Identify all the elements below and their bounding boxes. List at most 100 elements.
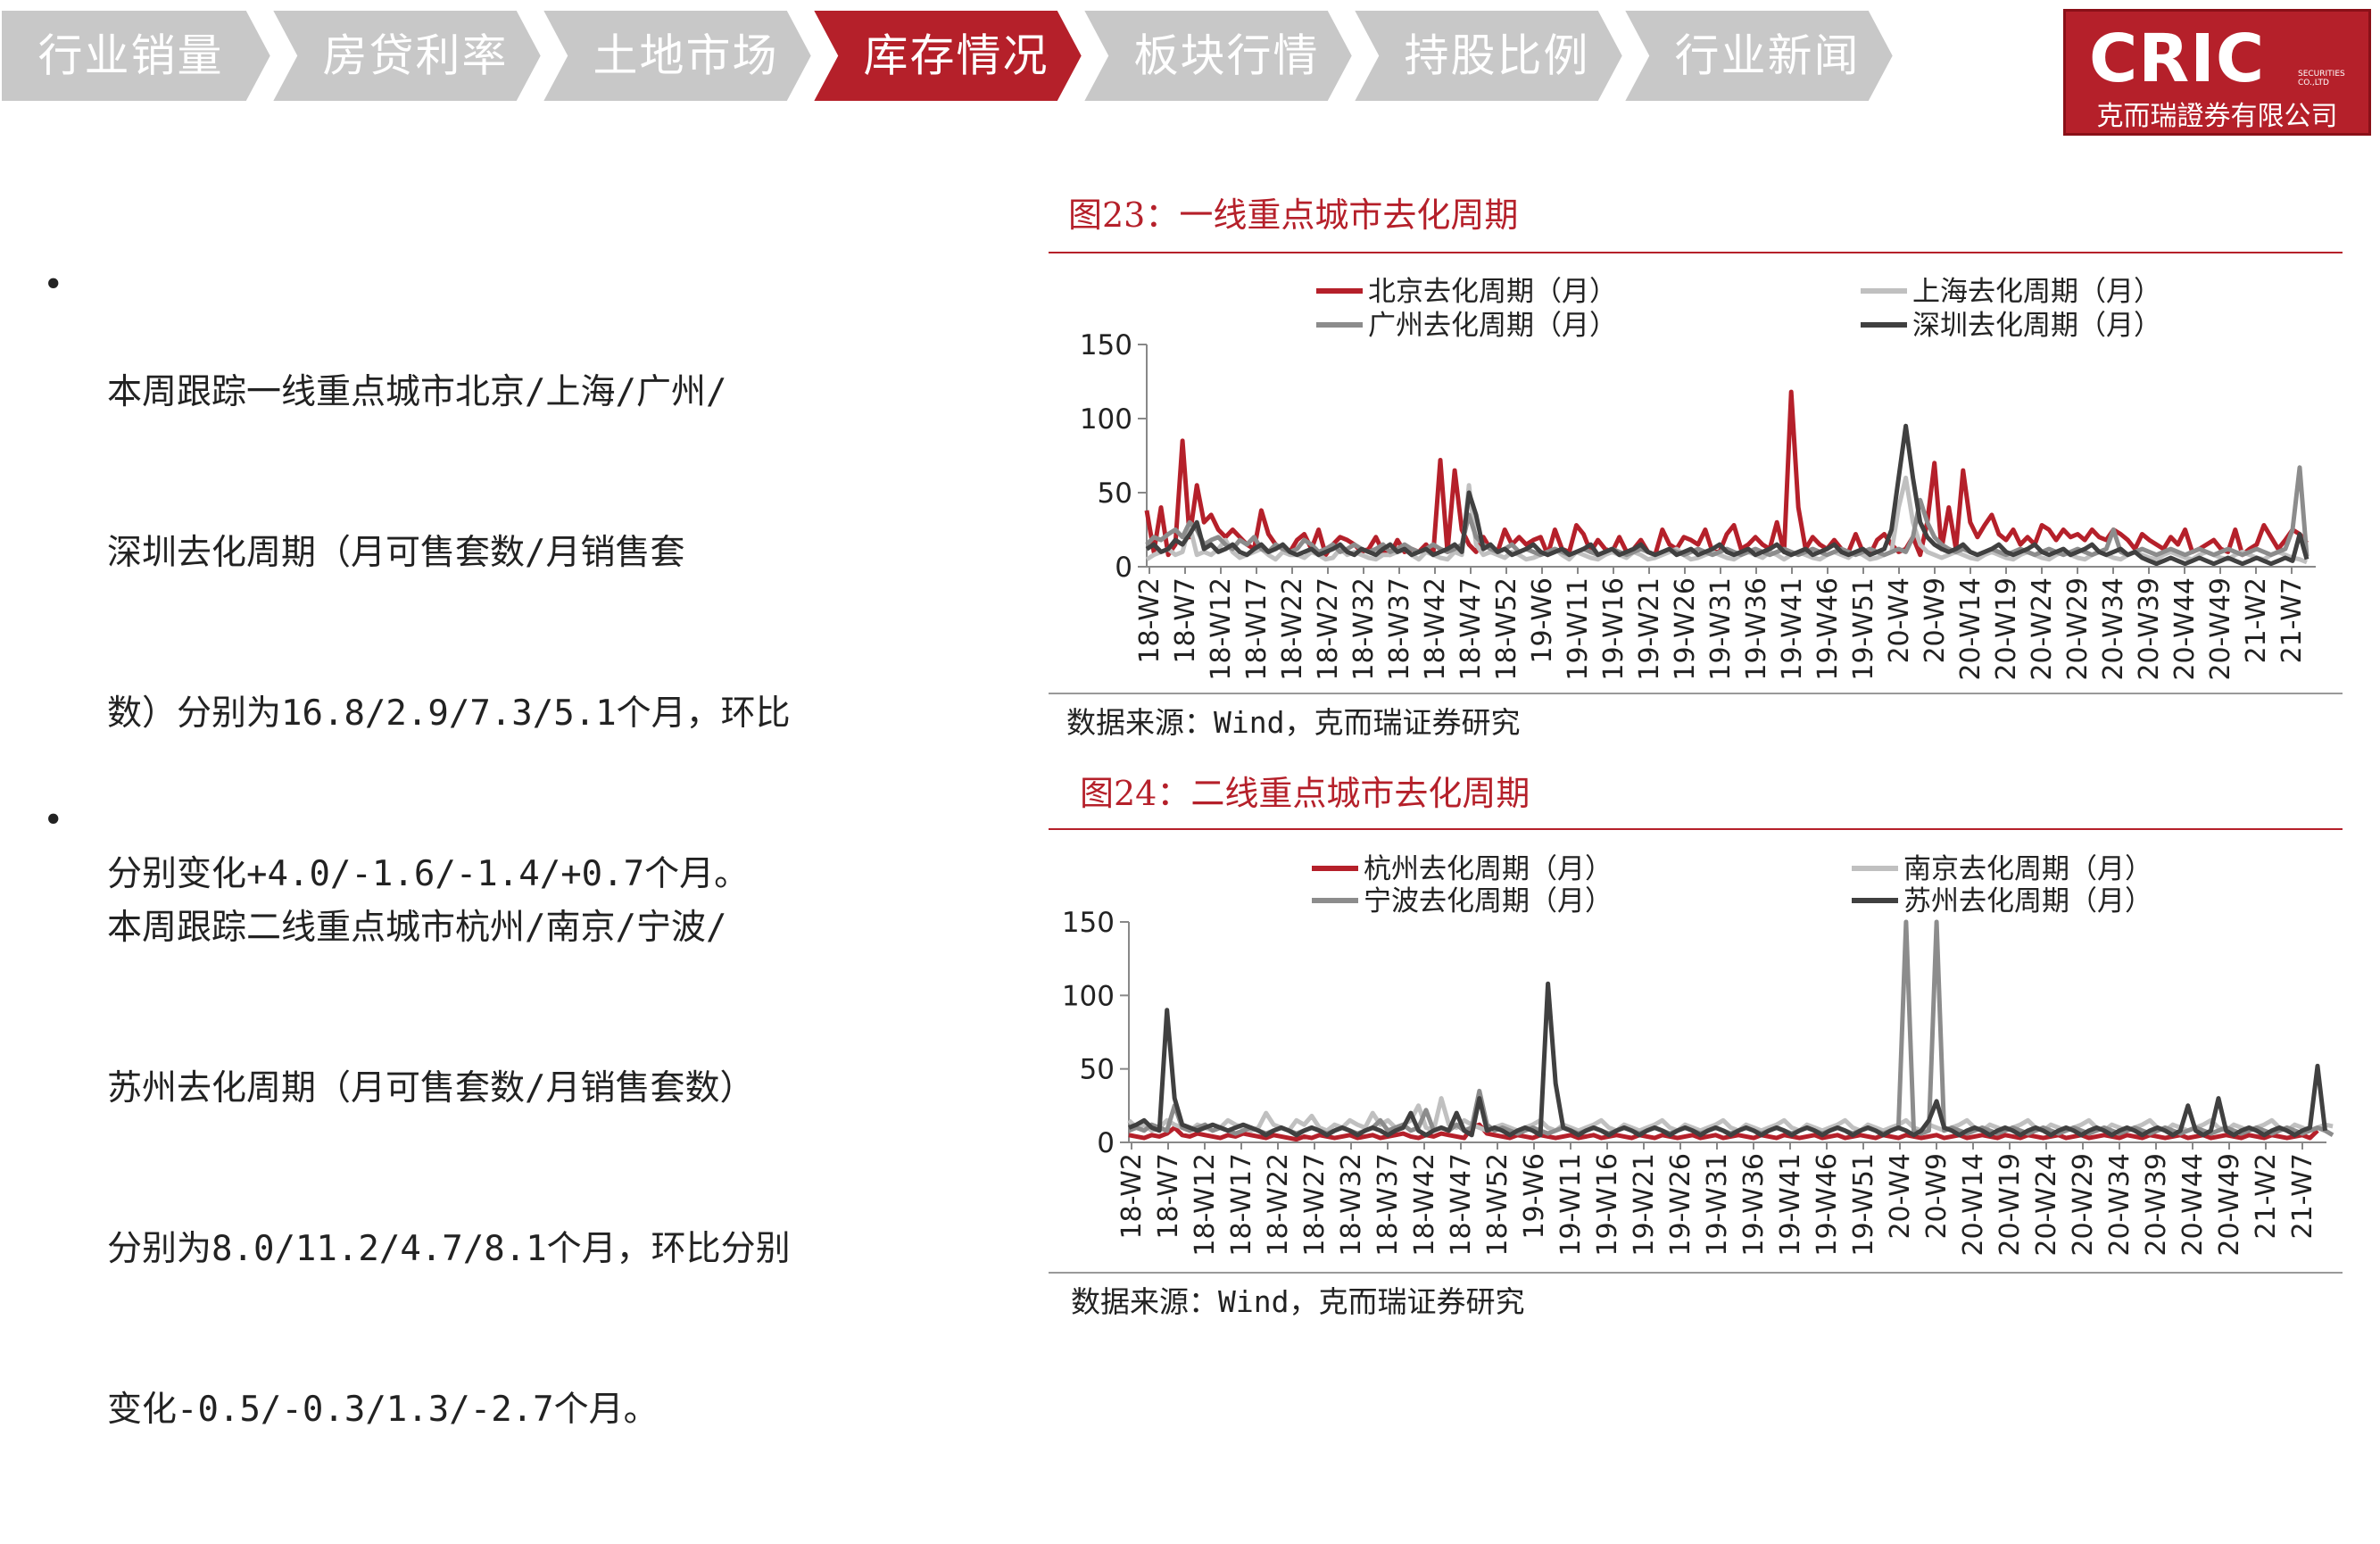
x-tick-label: 18-W2	[1116, 1153, 1148, 1240]
x-tick-label: 19-W41	[1775, 1153, 1806, 1257]
x-tick-label: 18-W2	[1134, 577, 1165, 664]
x-tick-label: 19-W26	[1670, 577, 1701, 681]
y-tick-label: 50	[1098, 477, 1132, 510]
x-tick-label: 21-W2	[2251, 1153, 2282, 1240]
x-tick-label: 19-W36	[1741, 577, 1772, 681]
x-tick-label: 20-W9	[1921, 1153, 1953, 1240]
x-tick-label: 21-W2	[2241, 577, 2272, 664]
series-line	[1128, 981, 2327, 1138]
x-tick-label: 19-W11	[1555, 1153, 1587, 1257]
x-tick-label: 18-W22	[1263, 1153, 1294, 1257]
x-tick-label: 20-W39	[2141, 1153, 2172, 1257]
nav-tab-bg	[538, 9, 816, 103]
x-tick-label: 18-W37	[1384, 577, 1415, 681]
nav-tab-2[interactable]: 房贷利率	[323, 30, 509, 82]
logo-title: CRIC	[2089, 21, 2266, 97]
x-tick-label: 20-W44	[2169, 577, 2201, 681]
bullet-line: 苏州去化周期（月可售套数/月销售套数）	[107, 1068, 755, 1108]
section-nav-bar: 行业销量 房贷利率 土地市场 库存情况 板块行情 持股比例 行业新闻	[0, 9, 1954, 103]
cric-logo: CRIC SECURITIES CO.,LTD 克而瑞證券有限公司	[2063, 9, 2371, 136]
x-tick-label: 20-W9	[1920, 577, 1951, 664]
x-tick-label: 19-W11	[1563, 577, 1594, 681]
x-tick-label: 18-W7	[1153, 1153, 1184, 1240]
x-tick-label: 20-W39	[2134, 577, 2165, 681]
x-tick-label: 19-W31	[1705, 577, 1737, 681]
bullet-line: 本周跟踪一线重点城市北京/上海/广州/	[107, 372, 727, 412]
x-tick-label: 18-W32	[1336, 1153, 1367, 1257]
x-tick-label: 18-W47	[1446, 1153, 1477, 1257]
legend-label: 宁波去化周期（月）	[1364, 885, 1613, 917]
x-tick-label: 19-W46	[1812, 1153, 1843, 1257]
series-line	[1144, 389, 2309, 558]
x-tick-label: 19-W21	[1629, 1153, 1660, 1257]
x-tick-label: 18-W7	[1170, 577, 1201, 664]
x-tick-label: 20-W49	[2205, 577, 2236, 681]
x-tick-label: 20-W29	[2062, 577, 2094, 681]
x-tick-label: 18-W42	[1420, 577, 1451, 681]
x-tick-label: 20-W19	[1991, 577, 2022, 681]
figure-23-source: 数据来源：Wind，克而瑞证券研究	[1066, 705, 1521, 740]
nav-tab-bg	[1079, 9, 1356, 103]
bullet-line: 分别为8.0/11.2/4.7/8.1个月，环比分别	[107, 1229, 791, 1269]
bullet-line: 本周跟踪二线重点城市杭州/南京/宁波/	[107, 908, 727, 948]
y-tick-label: 50	[1080, 1054, 1115, 1086]
legend-label: 深圳去化周期（月）	[1912, 310, 2161, 342]
nav-tab-bg	[1620, 9, 1897, 103]
x-tick-label: 18-W22	[1277, 577, 1308, 681]
x-tick-label: 19-W51	[1848, 577, 1879, 681]
x-tick-label: 18-W17	[1241, 577, 1273, 681]
y-tick-label: 0	[1115, 552, 1132, 584]
x-tick-label: 19-W31	[1702, 1153, 1733, 1257]
x-tick-label: 19-W6	[1519, 1153, 1550, 1240]
nav-tab-bg	[1349, 9, 1627, 103]
x-tick-label: 20-W14	[1958, 1153, 1989, 1257]
legend-label: 上海去化周期（月）	[1912, 276, 2161, 308]
x-tick-label: 18-W37	[1372, 1153, 1404, 1257]
x-tick-label: 19-W51	[1848, 1153, 1879, 1257]
logo-company-name: 克而瑞證券有限公司	[2096, 101, 2338, 132]
nav-tab-3[interactable]: 土地市场	[593, 30, 779, 82]
legend-label: 杭州去化周期（月）	[1364, 853, 1613, 885]
y-tick-label: 0	[1097, 1127, 1115, 1159]
x-tick-label: 18-W27	[1313, 577, 1344, 681]
x-tick-label: 19-W46	[1812, 577, 1844, 681]
x-tick-label: 20-W34	[2104, 1153, 2135, 1257]
x-tick-label: 20-W34	[2098, 577, 2129, 681]
x-tick-label: 18-W52	[1491, 577, 1522, 681]
y-tick-label: 150	[1062, 907, 1115, 939]
series-line	[1127, 1096, 2334, 1133]
x-tick-label: 18-W17	[1226, 1153, 1257, 1257]
series-line	[1145, 423, 2310, 567]
figure-23-title: 图23：一线重点城市去化周期	[1068, 195, 1519, 235]
legend-label: 广州去化周期（月）	[1368, 310, 1617, 342]
x-tick-label: 19-W41	[1777, 577, 1808, 681]
x-tick-label: 19-W6	[1527, 577, 1558, 664]
series-line	[1128, 919, 2334, 1137]
nav-tab-bg	[809, 9, 1086, 103]
x-tick-label: 18-W32	[1348, 577, 1380, 681]
legend-label: 北京去化周期（月）	[1368, 276, 1617, 308]
nav-tab-5[interactable]: 板块行情	[1134, 30, 1320, 82]
x-tick-label: 18-W47	[1455, 577, 1487, 681]
nav-tab-7[interactable]: 行业新闻	[1675, 30, 1861, 82]
bullet-dot: •	[43, 801, 64, 841]
logo-subtitle: SECURITIES CO.,LTD	[2298, 70, 2345, 87]
chart-first-tier: 北京去化周期（月） 上海去化周期（月） 广州去化周期（月） 深圳去化周期（月） 0 50 1…	[1080, 276, 2316, 681]
x-tick-label: 18-W42	[1409, 1153, 1440, 1257]
bullet-dot: •	[43, 265, 64, 305]
bullet-line: 数）分别为16.8/2.9/7.3/5.1个月，环比	[107, 693, 791, 734]
y-tick-label: 100	[1062, 980, 1115, 1012]
nav-tab-6[interactable]: 持股比例	[1405, 30, 1590, 82]
nav-tab-4[interactable]: 库存情况	[864, 30, 1049, 82]
x-tick-label: 19-W21	[1634, 577, 1665, 681]
nav-tab-1[interactable]: 行业销量	[38, 30, 224, 82]
chart-second-tier: 杭州去化周期（月） 南京去化周期（月） 宁波去化周期（月） 苏州去化周期（月） 0 50 1…	[1062, 853, 2334, 1257]
figure-24-top-rule	[1049, 828, 2343, 830]
figure-24-source: 数据来源：Wind，克而瑞证券研究	[1071, 1284, 1525, 1319]
x-tick-label: 20-W24	[2027, 577, 2058, 681]
x-tick-label: 20-W29	[2068, 1153, 2099, 1257]
figure-24-title: 图24：二线重点城市去化周期	[1080, 774, 1530, 813]
figure-24-bottom-rule	[1049, 1272, 2343, 1274]
x-tick-label: 19-W26	[1665, 1153, 1696, 1257]
legend-label: 南京去化周期（月）	[1903, 853, 2152, 885]
